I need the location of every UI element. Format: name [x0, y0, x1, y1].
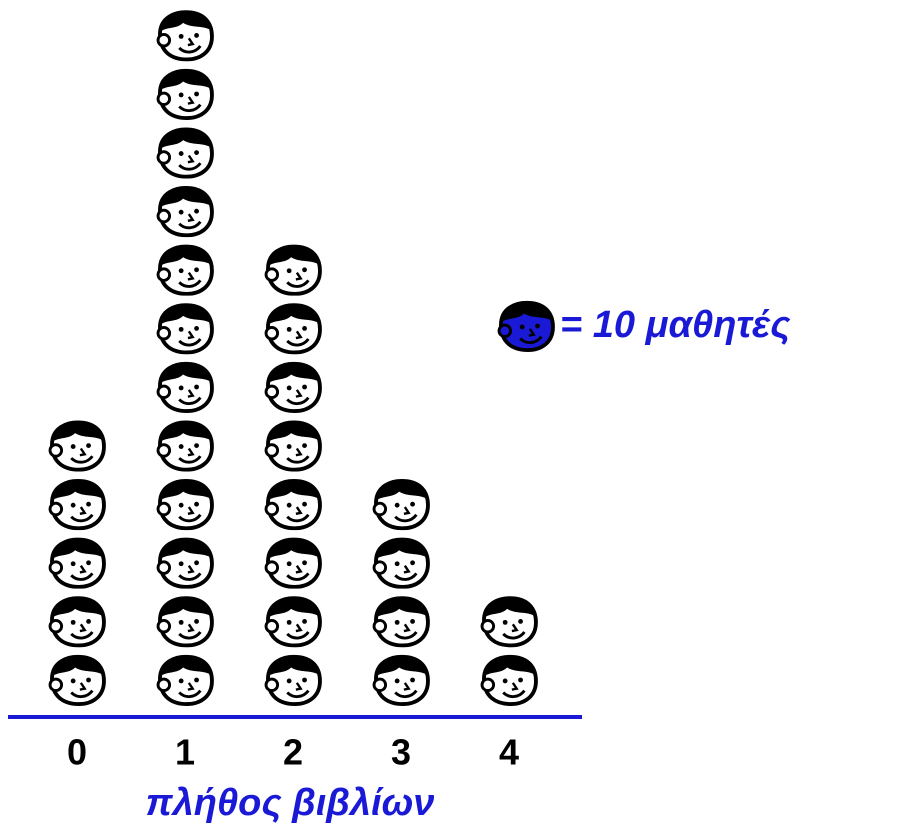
face-icon: [264, 420, 322, 472]
face-icon: [156, 361, 214, 413]
face-icon: [264, 596, 322, 648]
face-icon: [156, 420, 214, 472]
pictogram-column: [372, 479, 430, 706]
x-tick-label: 1: [175, 732, 195, 773]
face-icon: [48, 537, 106, 589]
face-icon: [156, 68, 214, 120]
face-icon: [264, 654, 322, 706]
legend: = 10 μαθητές: [497, 300, 791, 352]
pictogram-column: [156, 10, 214, 706]
face-icon: [264, 537, 322, 589]
face-icon: [372, 654, 430, 706]
face-icon: [156, 10, 214, 62]
face-icon: [156, 654, 214, 706]
face-icon: [372, 596, 430, 648]
pictogram-column: [480, 596, 538, 706]
x-axis-label: πλήθος βιβλίων: [146, 782, 435, 824]
face-icon: [156, 244, 214, 296]
face-icon: [48, 420, 106, 472]
x-tick-label: 0: [67, 732, 87, 773]
x-tick-label: 3: [391, 732, 411, 773]
face-icon: [156, 537, 214, 589]
face-icon: [48, 479, 106, 531]
face-icon: [48, 596, 106, 648]
x-tick-label: 4: [499, 732, 519, 773]
face-icon: [264, 303, 322, 355]
face-icon: [372, 537, 430, 589]
face-icon: [156, 479, 214, 531]
face-icon: [48, 654, 106, 706]
pictogram-column: [48, 420, 106, 706]
face-icon: [156, 596, 214, 648]
pictogram-column: [264, 244, 322, 706]
face-icon: [156, 127, 214, 179]
face-icon: [156, 186, 214, 238]
legend-icon: [497, 300, 555, 352]
face-icon: [156, 303, 214, 355]
face-icon: [264, 479, 322, 531]
face-icon: [372, 479, 430, 531]
x-tick-label: 2: [283, 732, 303, 773]
face-icon: [480, 596, 538, 648]
legend-label: = 10 μαθητές: [560, 304, 791, 346]
face-icon: [264, 361, 322, 413]
face-icon: [480, 654, 538, 706]
face-icon: [264, 244, 322, 296]
